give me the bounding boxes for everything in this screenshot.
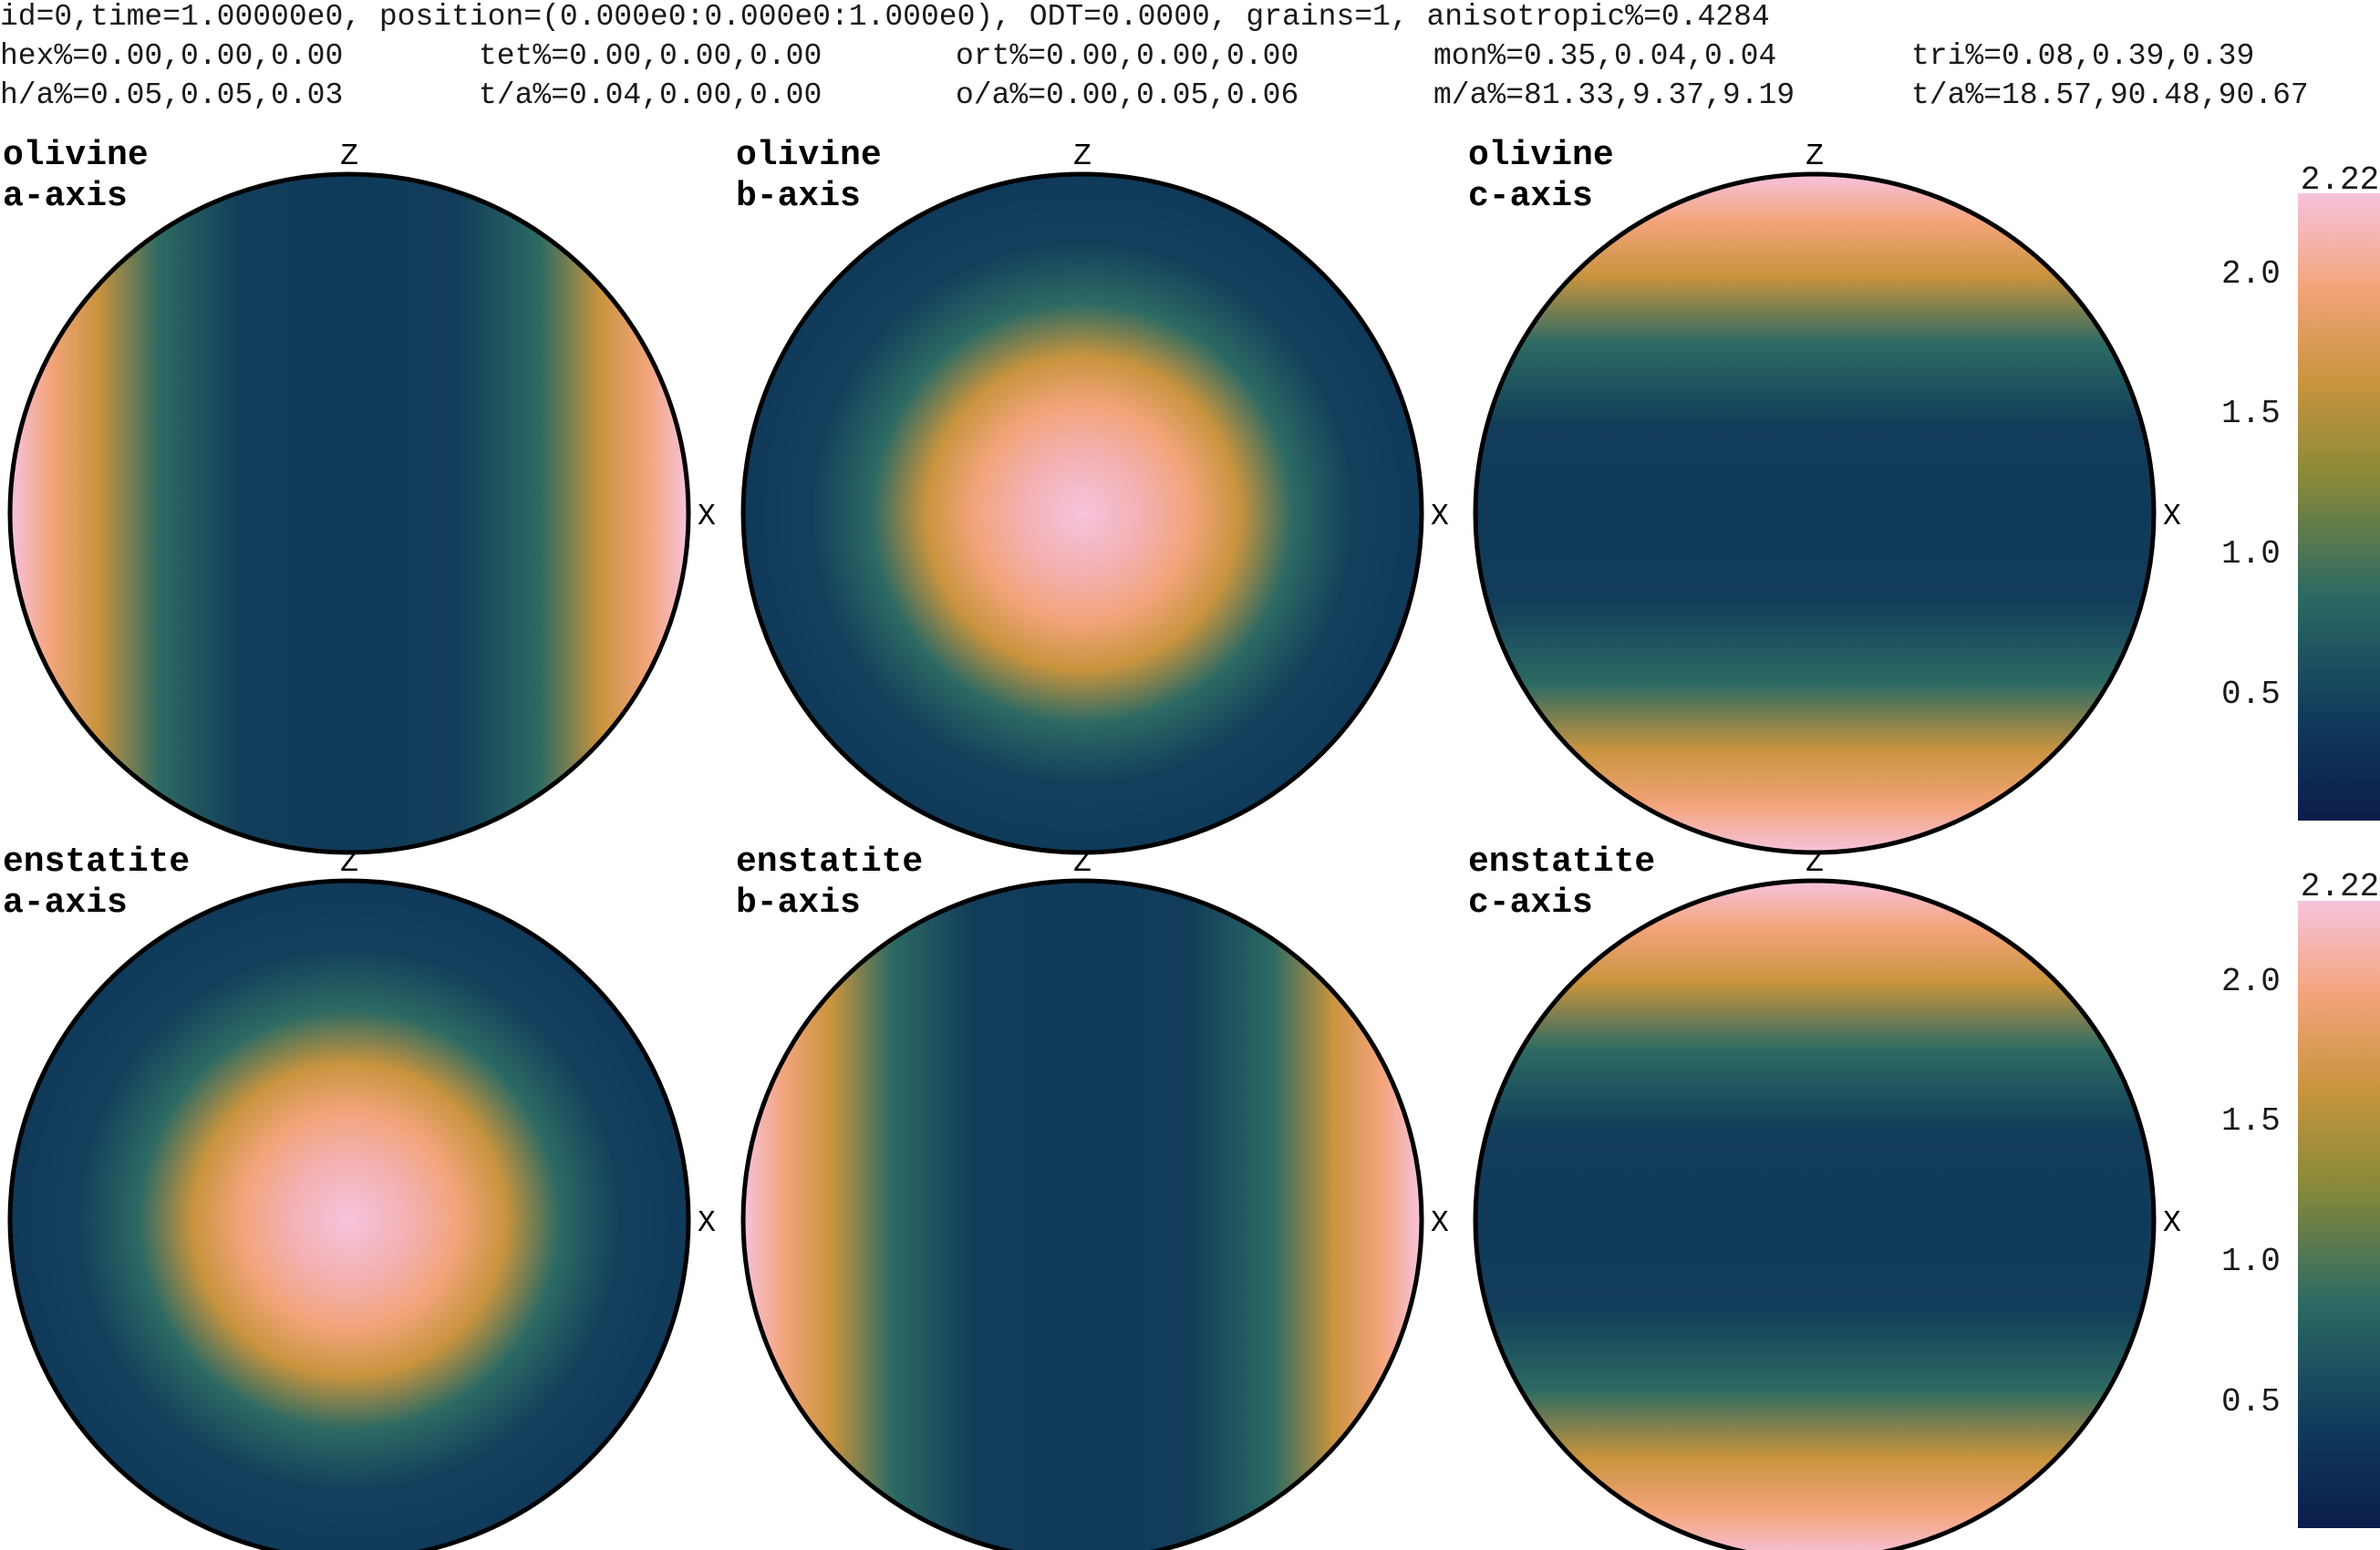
panel-axis-label: a-axis (3, 884, 128, 923)
header-t-a: t/a%=0.04,0.00,0.00 (479, 78, 822, 112)
z-axis-label: Z (340, 846, 358, 880)
colorbar-top-tick: 1.5 (2221, 395, 2281, 432)
colorbar-top-gradient (2298, 193, 2380, 821)
header-tri: tri%=0.08,0.39,0.39 (1911, 39, 2254, 73)
colorbar-bottom-tick: 1.0 (2221, 1243, 2281, 1280)
header-ort: ort%=0.00,0.00,0.00 (956, 39, 1299, 73)
x-axis-label: X (2163, 500, 2181, 533)
colorbar-bottom-tick: 0.5 (2221, 1383, 2281, 1421)
colorbar-top-tick: 2.22 (2301, 161, 2379, 199)
z-axis-label: Z (340, 140, 358, 173)
pole-figure-density (1473, 171, 2157, 855)
x-axis-label: X (698, 1206, 716, 1240)
pole-figure-density (7, 878, 691, 1550)
header-line-1: id=0,time=1.00000e0, position=(0.000e0:0… (0, 0, 1770, 34)
colorbar-bottom-tick: 2.22 (2301, 868, 2379, 905)
panel-mineral-label: enstatite (3, 842, 190, 882)
colorbar-top-tick: 0.5 (2221, 676, 2281, 713)
x-axis-label: X (1431, 500, 1449, 533)
header: id=0,time=1.00000e0, position=(0.000e0:0… (0, 0, 2309, 112)
colorbar-top: 2.22 2.0 1.5 1.0 0.5 (2221, 161, 2380, 821)
pole-figure-density (740, 878, 1424, 1550)
pole-figure-density (740, 171, 1424, 855)
colorbar-bottom-gradient (2298, 901, 2380, 1528)
z-axis-label: Z (1073, 140, 1092, 173)
panel-mineral-label: enstatite (1468, 842, 1655, 882)
colorbar-bottom-tick: 2.0 (2221, 963, 2281, 1000)
header-o-a: o/a%=0.00,0.05,0.06 (956, 78, 1299, 112)
header-tet: tet%=0.00,0.00,0.00 (479, 39, 822, 73)
panel-axis-label: b-axis (736, 177, 861, 216)
header-t-a-2: t/a%=18.57,90.48,90.67 (1911, 78, 2309, 112)
panel-mineral-label: olivine (1468, 136, 1614, 175)
header-mon: mon%=0.35,0.04,0.04 (1433, 39, 1776, 73)
header-m-a: m/a%=81.33,9.37,9.19 (1433, 78, 1795, 112)
z-axis-label: Z (1073, 846, 1092, 880)
colorbar-bottom-tick: 1.5 (2221, 1102, 2281, 1140)
pole-figure-density (7, 171, 691, 855)
header-hex: hex%=0.00,0.00,0.00 (0, 39, 343, 73)
panel-mineral-label: enstatite (736, 842, 923, 882)
colorbar-top-tick: 1.0 (2221, 535, 2281, 573)
x-axis-label: X (1431, 1206, 1449, 1240)
z-axis-label: Z (1806, 140, 1824, 173)
x-axis-label: X (698, 500, 716, 533)
header-h-a: h/a%=0.05,0.05,0.03 (0, 78, 343, 112)
z-axis-label: Z (1806, 846, 1824, 880)
panel-mineral-label: olivine (736, 136, 882, 175)
pole-figure-density (1473, 878, 2157, 1550)
panel-mineral-label: olivine (3, 136, 149, 175)
panel-axis-label: c-axis (1468, 177, 1593, 216)
colorbar-bottom: 2.22 2.0 1.5 1.0 0.5 (2221, 868, 2380, 1528)
colorbar-top-tick: 2.0 (2221, 255, 2281, 293)
pole-figure-panels: olivinea-axisZXolivineb-axisZXolivinec-a… (3, 136, 2181, 1550)
panel-axis-label: b-axis (736, 884, 861, 923)
panel-axis-label: a-axis (3, 177, 128, 216)
panel-axis-label: c-axis (1468, 884, 1593, 923)
x-axis-label: X (2163, 1206, 2181, 1240)
